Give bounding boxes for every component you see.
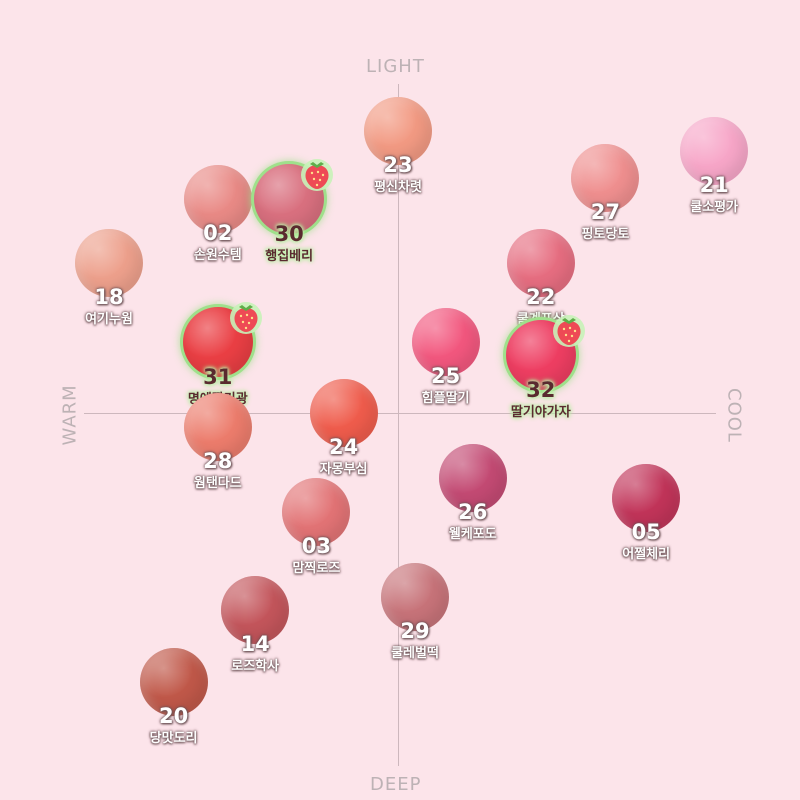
shade-name: 평신차렷 bbox=[374, 179, 422, 195]
shade-number: 28 bbox=[203, 448, 233, 473]
strawberry-icon bbox=[300, 154, 334, 192]
color-swatch-02 bbox=[183, 164, 252, 233]
color-swatch-28 bbox=[183, 392, 252, 461]
shade-name: 힘플딸기 bbox=[421, 390, 470, 406]
shade-name: 당맛도리 bbox=[149, 730, 198, 746]
axis-label-cool: COOL bbox=[723, 388, 745, 443]
shade-number: 29 bbox=[400, 618, 430, 643]
color-swatch-24 bbox=[309, 379, 378, 447]
axis-label-light: LIGHT bbox=[366, 56, 425, 77]
axis-label-deep: DEEP bbox=[370, 774, 422, 795]
shade-name: 로즈학사 bbox=[231, 659, 280, 675]
shade-number: 26 bbox=[458, 499, 488, 524]
shade-number: 21 bbox=[699, 173, 729, 198]
horizontal-axis-line bbox=[84, 413, 716, 414]
color-swatch-25 bbox=[411, 307, 480, 376]
color-swatch-14 bbox=[221, 576, 290, 645]
shade-name: 손원수템 bbox=[193, 247, 242, 263]
axis-label-warm: WARM bbox=[59, 384, 81, 446]
color-swatch-23 bbox=[364, 96, 432, 165]
shade-name: 자몽부심 bbox=[319, 462, 368, 477]
color-swatch-05 bbox=[612, 464, 681, 532]
vertical-axis-line bbox=[398, 84, 399, 766]
shade-number: 27 bbox=[590, 200, 620, 225]
shade-number: 32 bbox=[526, 378, 556, 403]
color-swatch-21 bbox=[680, 117, 749, 186]
shade-number: 20 bbox=[158, 703, 189, 728]
color-swatch-32 bbox=[505, 320, 576, 391]
shade-name: 쿨레벌떡 bbox=[391, 645, 439, 661]
shade-name: 맘찍로즈 bbox=[292, 560, 341, 576]
color-swatch-20 bbox=[139, 647, 208, 716]
shade-number: 31 bbox=[203, 364, 233, 389]
color-swatch-29 bbox=[381, 562, 449, 631]
shade-name: 어쩔체리 bbox=[622, 547, 671, 562]
strawberry-icon bbox=[229, 297, 263, 335]
shade-name: 웜탠다드 bbox=[193, 475, 242, 491]
shade-name: 웰케포도 bbox=[448, 526, 497, 542]
shade-name: 딸기야가자 bbox=[510, 405, 571, 421]
shade-number: 25 bbox=[430, 363, 461, 388]
shade-name: 쿨소평가 bbox=[690, 200, 739, 216]
shade-name: 핑토당토 bbox=[581, 227, 630, 243]
shade-number: 03 bbox=[301, 533, 331, 558]
shade-number: 22 bbox=[526, 285, 556, 310]
color-swatch-18 bbox=[75, 229, 143, 298]
color-swatch-03 bbox=[282, 477, 351, 546]
shade-number: 24 bbox=[328, 435, 359, 459]
color-swatch-27 bbox=[571, 144, 640, 213]
shade-number: 05 bbox=[631, 520, 661, 544]
color-swatch-22 bbox=[506, 229, 575, 298]
shade-name: 여기누웜 bbox=[85, 312, 133, 328]
shade-number: 02 bbox=[203, 220, 233, 245]
color-swatch-26 bbox=[438, 443, 507, 512]
shade-number: 18 bbox=[94, 285, 124, 310]
strawberry-icon bbox=[552, 310, 586, 348]
shade-name: 행집베리 bbox=[265, 248, 314, 264]
shade-number: 14 bbox=[240, 632, 270, 657]
shade-number: 30 bbox=[274, 221, 304, 246]
shade-number: 23 bbox=[383, 152, 413, 177]
